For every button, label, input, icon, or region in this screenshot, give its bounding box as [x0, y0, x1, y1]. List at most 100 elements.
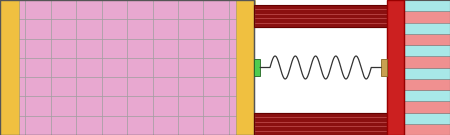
- Bar: [51, 77, 76, 96]
- Bar: [0, 0, 254, 135]
- Bar: [102, 96, 127, 116]
- Bar: [404, 68, 450, 79]
- Bar: [254, 59, 260, 76]
- Bar: [102, 58, 127, 77]
- Bar: [254, 18, 387, 23]
- Bar: [203, 39, 229, 58]
- Bar: [25, 116, 51, 135]
- Bar: [76, 19, 102, 39]
- Bar: [229, 0, 254, 19]
- Bar: [203, 19, 229, 39]
- Bar: [102, 116, 127, 135]
- Bar: [404, 101, 450, 112]
- Bar: [127, 0, 153, 19]
- Bar: [254, 14, 387, 18]
- Bar: [102, 39, 127, 58]
- Bar: [254, 9, 387, 14]
- Bar: [127, 77, 153, 96]
- Bar: [25, 39, 51, 58]
- Bar: [0, 77, 25, 96]
- Bar: [76, 0, 102, 19]
- Bar: [153, 39, 178, 58]
- Bar: [404, 23, 450, 34]
- Bar: [203, 96, 229, 116]
- Bar: [404, 11, 450, 23]
- Bar: [153, 0, 178, 19]
- Bar: [76, 96, 102, 116]
- Bar: [229, 96, 254, 116]
- Bar: [404, 45, 450, 56]
- Bar: [0, 58, 25, 77]
- Bar: [102, 77, 127, 96]
- Bar: [178, 116, 203, 135]
- Bar: [76, 39, 102, 58]
- Bar: [51, 58, 76, 77]
- Bar: [25, 96, 51, 116]
- Bar: [127, 58, 153, 77]
- Bar: [203, 0, 229, 19]
- Bar: [25, 58, 51, 77]
- Bar: [0, 0, 19, 135]
- Bar: [254, 113, 387, 135]
- Bar: [127, 96, 153, 116]
- Bar: [178, 0, 203, 19]
- Bar: [51, 19, 76, 39]
- Bar: [51, 96, 76, 116]
- Bar: [254, 131, 387, 135]
- Bar: [0, 19, 25, 39]
- Bar: [127, 19, 153, 39]
- Bar: [404, 0, 450, 135]
- Bar: [25, 19, 51, 39]
- Bar: [153, 58, 178, 77]
- Bar: [178, 58, 203, 77]
- Bar: [229, 39, 254, 58]
- Bar: [229, 58, 254, 77]
- Bar: [203, 77, 229, 96]
- Bar: [0, 39, 25, 58]
- Bar: [153, 77, 178, 96]
- Bar: [404, 124, 450, 135]
- Bar: [404, 34, 450, 45]
- Bar: [404, 0, 450, 11]
- Bar: [229, 77, 254, 96]
- Bar: [203, 58, 229, 77]
- Bar: [404, 90, 450, 101]
- Bar: [102, 0, 127, 19]
- Bar: [404, 112, 450, 124]
- Bar: [51, 0, 76, 19]
- Bar: [0, 96, 25, 116]
- Bar: [254, 5, 387, 9]
- Bar: [51, 116, 76, 135]
- Bar: [102, 19, 127, 39]
- Bar: [404, 79, 450, 90]
- Bar: [76, 116, 102, 135]
- Bar: [254, 117, 387, 122]
- Bar: [381, 59, 387, 76]
- Bar: [387, 0, 404, 135]
- Bar: [153, 96, 178, 116]
- Bar: [254, 122, 387, 126]
- Bar: [153, 116, 178, 135]
- Bar: [229, 116, 254, 135]
- Bar: [254, 113, 387, 117]
- Bar: [178, 77, 203, 96]
- Bar: [178, 19, 203, 39]
- Bar: [254, 126, 387, 131]
- Bar: [404, 56, 450, 68]
- Bar: [229, 19, 254, 39]
- Bar: [254, 5, 387, 27]
- Bar: [127, 116, 153, 135]
- Bar: [76, 77, 102, 96]
- Bar: [25, 77, 51, 96]
- Bar: [0, 116, 25, 135]
- Bar: [153, 19, 178, 39]
- Bar: [203, 116, 229, 135]
- Bar: [0, 0, 25, 19]
- Bar: [51, 39, 76, 58]
- Bar: [76, 58, 102, 77]
- Bar: [25, 0, 51, 19]
- Bar: [254, 27, 387, 113]
- Bar: [254, 23, 387, 27]
- Bar: [236, 0, 255, 135]
- Bar: [178, 39, 203, 58]
